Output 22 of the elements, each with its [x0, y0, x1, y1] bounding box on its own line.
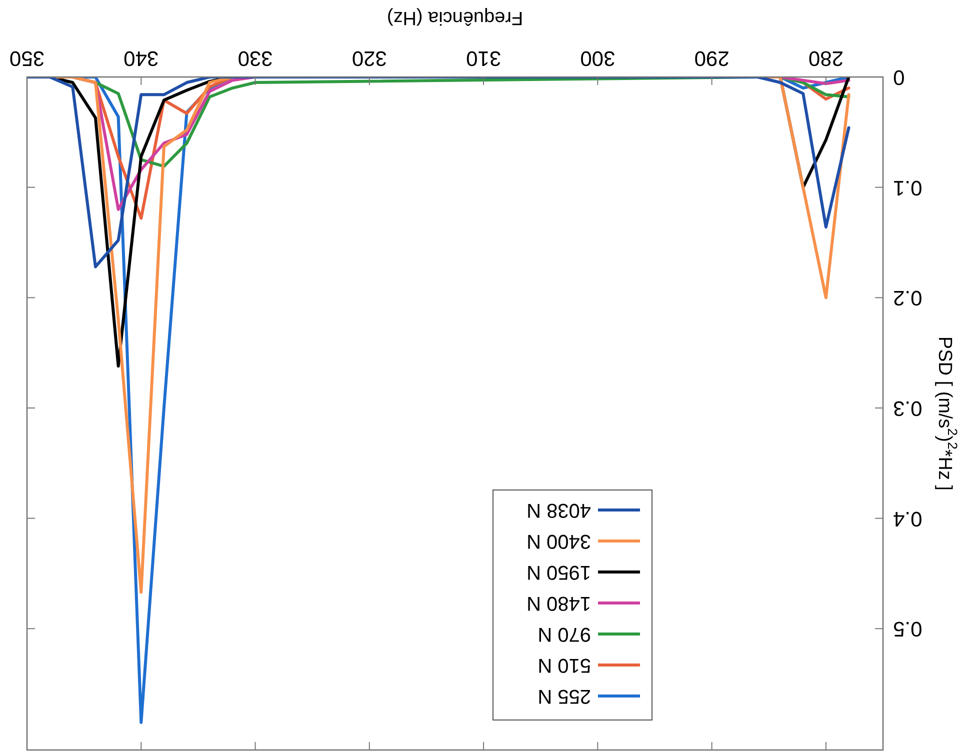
legend-label: 970 N [538, 623, 591, 645]
x-tick-label: 350 [9, 46, 45, 70]
x-axis-title: Frequência (Hz) [386, 8, 524, 28]
y-tick-label: 0.5 [893, 617, 922, 640]
x-tick-label: 330 [238, 46, 273, 70]
y-tick-label: 0.4 [892, 506, 922, 530]
x-tick-label: 320 [352, 46, 387, 70]
legend-label: 255 N [538, 685, 591, 707]
x-tick-label: 310 [466, 46, 502, 70]
x-tick-label: 340 [124, 46, 159, 70]
y-tick-label: 0 [893, 66, 905, 88]
y-tick-label: 0.1 [893, 176, 922, 199]
legend-label: 1480 N [526, 592, 591, 614]
x-tick-label: 280 [808, 46, 844, 70]
y-tick-label: 0.2 [893, 286, 922, 310]
y-tick-label: 0.3 [893, 396, 922, 420]
x-tick-label: 300 [580, 46, 616, 70]
x-tick-label: 290 [694, 46, 730, 70]
legend-label: 1950 N [526, 561, 591, 583]
legend-label: 510 N [538, 654, 591, 676]
legend-label: 3400 N [526, 530, 591, 552]
legend-label: 4038 N [526, 499, 591, 521]
